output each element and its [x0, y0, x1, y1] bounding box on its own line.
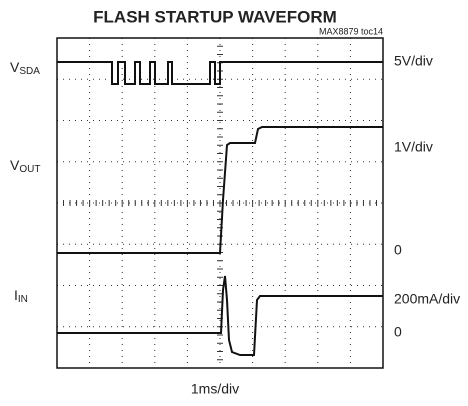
scale-label: 5V/div — [394, 53, 433, 69]
note: MAX8879 toc14 — [319, 26, 383, 36]
iin-trace — [57, 275, 383, 356]
plot-frame — [56, 37, 384, 369]
scale-label: 200mA/div — [394, 291, 460, 307]
trace-label: VSDA — [10, 59, 40, 77]
time-scale: 1ms/div — [191, 381, 239, 397]
vout-trace — [57, 126, 383, 254]
trace-label: IIN — [14, 287, 28, 305]
scale-label: 1V/div — [394, 139, 433, 155]
title: FLASH STARTUP WAVEFORM — [93, 7, 337, 26]
zero-label: 0 — [394, 242, 402, 258]
trace-label: VOUT — [10, 157, 40, 175]
vsda-trace — [57, 61, 383, 85]
zero-label: 0 — [394, 324, 402, 340]
grid — [56, 37, 384, 369]
